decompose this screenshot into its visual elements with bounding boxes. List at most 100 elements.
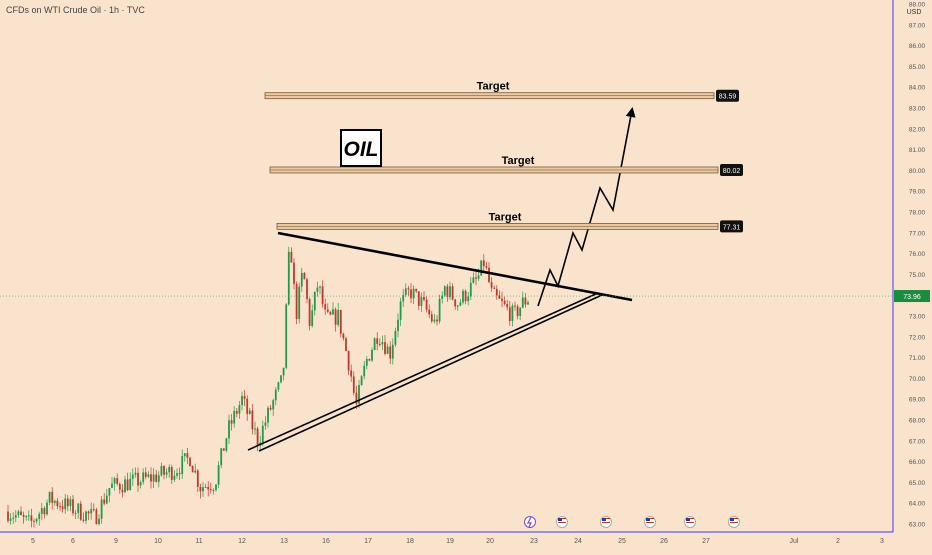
candle-body <box>391 344 394 359</box>
date-tick-label: 23 <box>530 538 538 545</box>
candle-body <box>90 508 93 514</box>
projection-arrow <box>537 107 636 307</box>
candle-body <box>207 486 210 490</box>
candle-body <box>56 500 59 507</box>
price-tick-label: 63.00 <box>909 522 926 529</box>
candle-body <box>230 420 233 424</box>
candle-body <box>61 506 64 510</box>
candle-body <box>100 499 103 519</box>
candle-body <box>430 314 433 322</box>
candle-body <box>295 283 298 320</box>
target-label: Target <box>477 81 510 93</box>
candle-body <box>53 500 56 503</box>
us-flag-icon <box>728 516 740 528</box>
date-tick-label: 25 <box>618 538 626 545</box>
candle-body <box>225 438 228 451</box>
candle-body <box>40 508 43 514</box>
candle-body <box>168 467 171 473</box>
price-axis: USD 63.00 64.00 65.00 66.00 67.00 68.00 69.00 70… <box>0 0 930 532</box>
candle-body <box>441 295 444 299</box>
candle-body <box>98 518 100 525</box>
candle-body <box>495 288 498 296</box>
candle-body <box>189 457 191 467</box>
candle-body <box>511 305 514 322</box>
candle-body <box>472 277 475 283</box>
current-price-label: 73.96 <box>903 294 921 301</box>
candle-body <box>9 518 12 521</box>
price-tick-label: 77.00 <box>909 230 926 237</box>
candle-body <box>415 288 418 292</box>
candle-body <box>147 474 150 477</box>
date-tick-label: 13 <box>280 538 288 545</box>
candle-body <box>324 304 327 310</box>
candle-body <box>368 358 371 361</box>
resistance-trendline <box>277 231 633 302</box>
candle-body <box>293 262 295 284</box>
candle-body <box>277 382 280 390</box>
candle-body <box>35 518 38 522</box>
candle-body <box>92 508 95 510</box>
candle-body <box>311 310 314 326</box>
candle-body <box>300 272 303 287</box>
candle-body <box>241 396 243 406</box>
candle-body <box>342 333 345 339</box>
candle-body <box>438 298 441 322</box>
candle-body <box>326 309 329 312</box>
candle-body <box>196 470 199 488</box>
candle-body <box>254 428 256 430</box>
candle-body <box>290 251 293 263</box>
us-flag-icon <box>556 516 568 528</box>
drawings-layer <box>247 107 636 452</box>
price-tick-label: 70.00 <box>909 376 926 383</box>
candle-body <box>87 511 90 514</box>
candle-body <box>381 342 384 345</box>
candle-body <box>85 511 87 521</box>
time-axis: 5 6 9 10 11 12 13 16 17 18 19 20 23 24 25 26 27 Jul 2 3 <box>0 531 893 545</box>
date-tick-label: Jul <box>790 538 799 545</box>
candle-body <box>454 299 457 307</box>
price-tick-label: 64.00 <box>909 501 926 508</box>
candle-body <box>209 489 212 491</box>
price-tick-label: 68.00 <box>909 418 926 425</box>
candle-body <box>498 295 501 299</box>
candle-body <box>378 343 381 345</box>
candle-body <box>402 294 405 302</box>
date-tick-label: 20 <box>486 538 494 545</box>
candle-body <box>222 448 225 451</box>
date-tick-label: 6 <box>71 538 75 545</box>
candle-body <box>352 376 355 393</box>
candle-body <box>332 309 334 315</box>
candle-body <box>477 275 480 279</box>
candle-body <box>527 302 529 305</box>
candle-body <box>212 489 215 491</box>
candle-body <box>376 338 379 344</box>
price-tick-label: 76.00 <box>909 251 926 258</box>
date-tick-label: 26 <box>660 538 668 545</box>
candle-body <box>43 508 46 515</box>
candle-body <box>116 478 119 484</box>
date-tick-label: 27 <box>702 538 710 545</box>
candle-body <box>298 286 301 320</box>
candle-body <box>155 474 158 482</box>
candle-body <box>514 305 516 307</box>
candle-body <box>467 296 470 302</box>
candle-body <box>220 448 223 466</box>
candle-body <box>256 428 259 446</box>
candle-body <box>46 502 48 515</box>
candle-body <box>446 286 449 298</box>
date-tick-label: 19 <box>446 538 454 545</box>
price-tick-label: 86.00 <box>909 43 926 50</box>
price-tick-label: 67.00 <box>909 438 926 445</box>
support-trendline-inner <box>258 294 603 452</box>
candle-body <box>22 515 25 517</box>
candle-body <box>176 473 178 476</box>
candle-body <box>7 511 9 521</box>
candle-body <box>282 367 285 376</box>
price-tick-label: 84.00 <box>909 85 926 92</box>
candle-body <box>423 297 425 300</box>
candle-body <box>280 375 282 383</box>
candle-body <box>417 291 420 306</box>
candle-body <box>488 267 490 283</box>
